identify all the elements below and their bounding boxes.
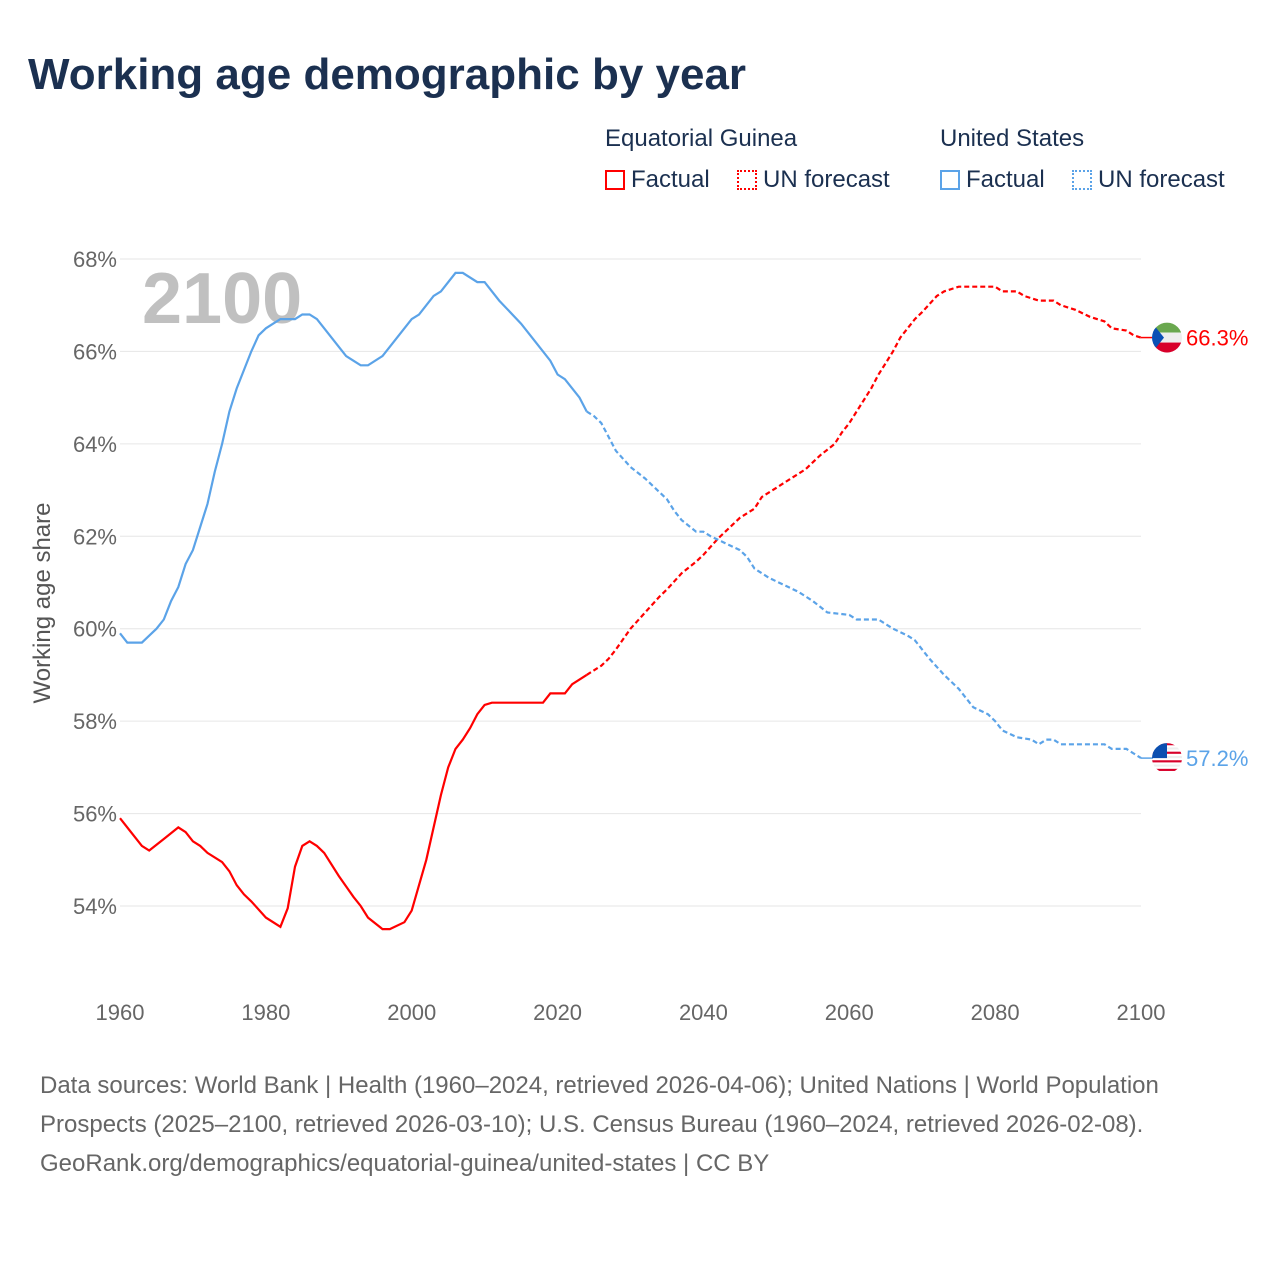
y-tick-label: 68% [73,247,117,272]
y-tick-label: 64% [73,432,117,457]
flag-stripe [1152,760,1182,763]
line-chart: 54% 56% 58% 60% 62% 64% 66% 68% 1960 1980 2000 2020… [29,247,1248,1025]
legend-swatch-dotted [1072,170,1092,190]
legend-label: UN forecast [1098,166,1225,193]
legend-swatch-dotted [737,170,757,190]
y-tick-label: 54% [73,894,117,919]
y-tick-label: 56% [73,802,117,827]
legend-us-forecast[interactable]: UN forecast [1072,166,1225,194]
series-line-forecast-0 [586,285,1142,676]
data-sources: Data sources: World Bank | Health (1960–… [40,1072,1159,1138]
legend-swatch-solid [605,170,625,190]
y-tick-label: 66% [73,339,117,364]
x-tick-label: 2060 [825,1000,874,1025]
flag-stripe [1152,764,1182,767]
legend-label: Factual [631,166,710,193]
flag-united-states-icon [1152,743,1182,771]
legend-group-united-states: United States [940,125,1085,152]
legend-group-equatorial-guinea: Equatorial Guinea [605,125,798,152]
x-tick-label: 2020 [533,1000,582,1025]
flag-stripe [1152,332,1182,343]
flag-stripe [1152,768,1182,771]
flag-triangle [1152,322,1164,353]
flag-stripe [1152,342,1182,353]
series-line-factual-1 [119,271,588,644]
flag-canton [1152,743,1167,759]
legend-eg-factual[interactable]: Factual [605,166,710,194]
y-tick-label: 62% [73,524,117,549]
y-tick-label: 58% [73,709,117,734]
year-watermark: 2100 [142,259,302,339]
x-tick-label: 1960 [96,1000,145,1025]
legend-us-factual[interactable]: Factual [940,166,1045,194]
legend-swatch-solid [940,170,960,190]
flag-equatorial-guinea-icon [1152,322,1182,353]
series-line-factual-0 [119,673,588,931]
legend-eg-forecast[interactable]: UN forecast [737,166,890,194]
source-link[interactable]: GeoRank.org/demographics/equatorial-guin… [40,1150,770,1177]
x-tick-label: 2000 [387,1000,436,1025]
series-line-forecast-1 [586,410,1142,760]
legend-label: Factual [966,166,1045,193]
x-tick-label: 2100 [1117,1000,1166,1025]
flag-stripe [1152,322,1182,333]
x-tick-label: 1980 [241,1000,290,1025]
end-value-label: 66.3% [1186,326,1248,351]
flag-body [1152,743,1182,771]
x-tick-label: 2080 [971,1000,1020,1025]
flag-body [1152,322,1182,353]
footer: Data sources: World Bank | Health (1960–… [40,1066,1240,1183]
x-tick-label: 2040 [679,1000,728,1025]
y-tick-label: 60% [73,617,117,642]
y-axis-label: Working age share [29,503,56,704]
chart-title: Working age demographic by year [28,50,747,99]
legend-label: UN forecast [763,166,890,193]
end-value-label: 57.2% [1186,746,1248,771]
